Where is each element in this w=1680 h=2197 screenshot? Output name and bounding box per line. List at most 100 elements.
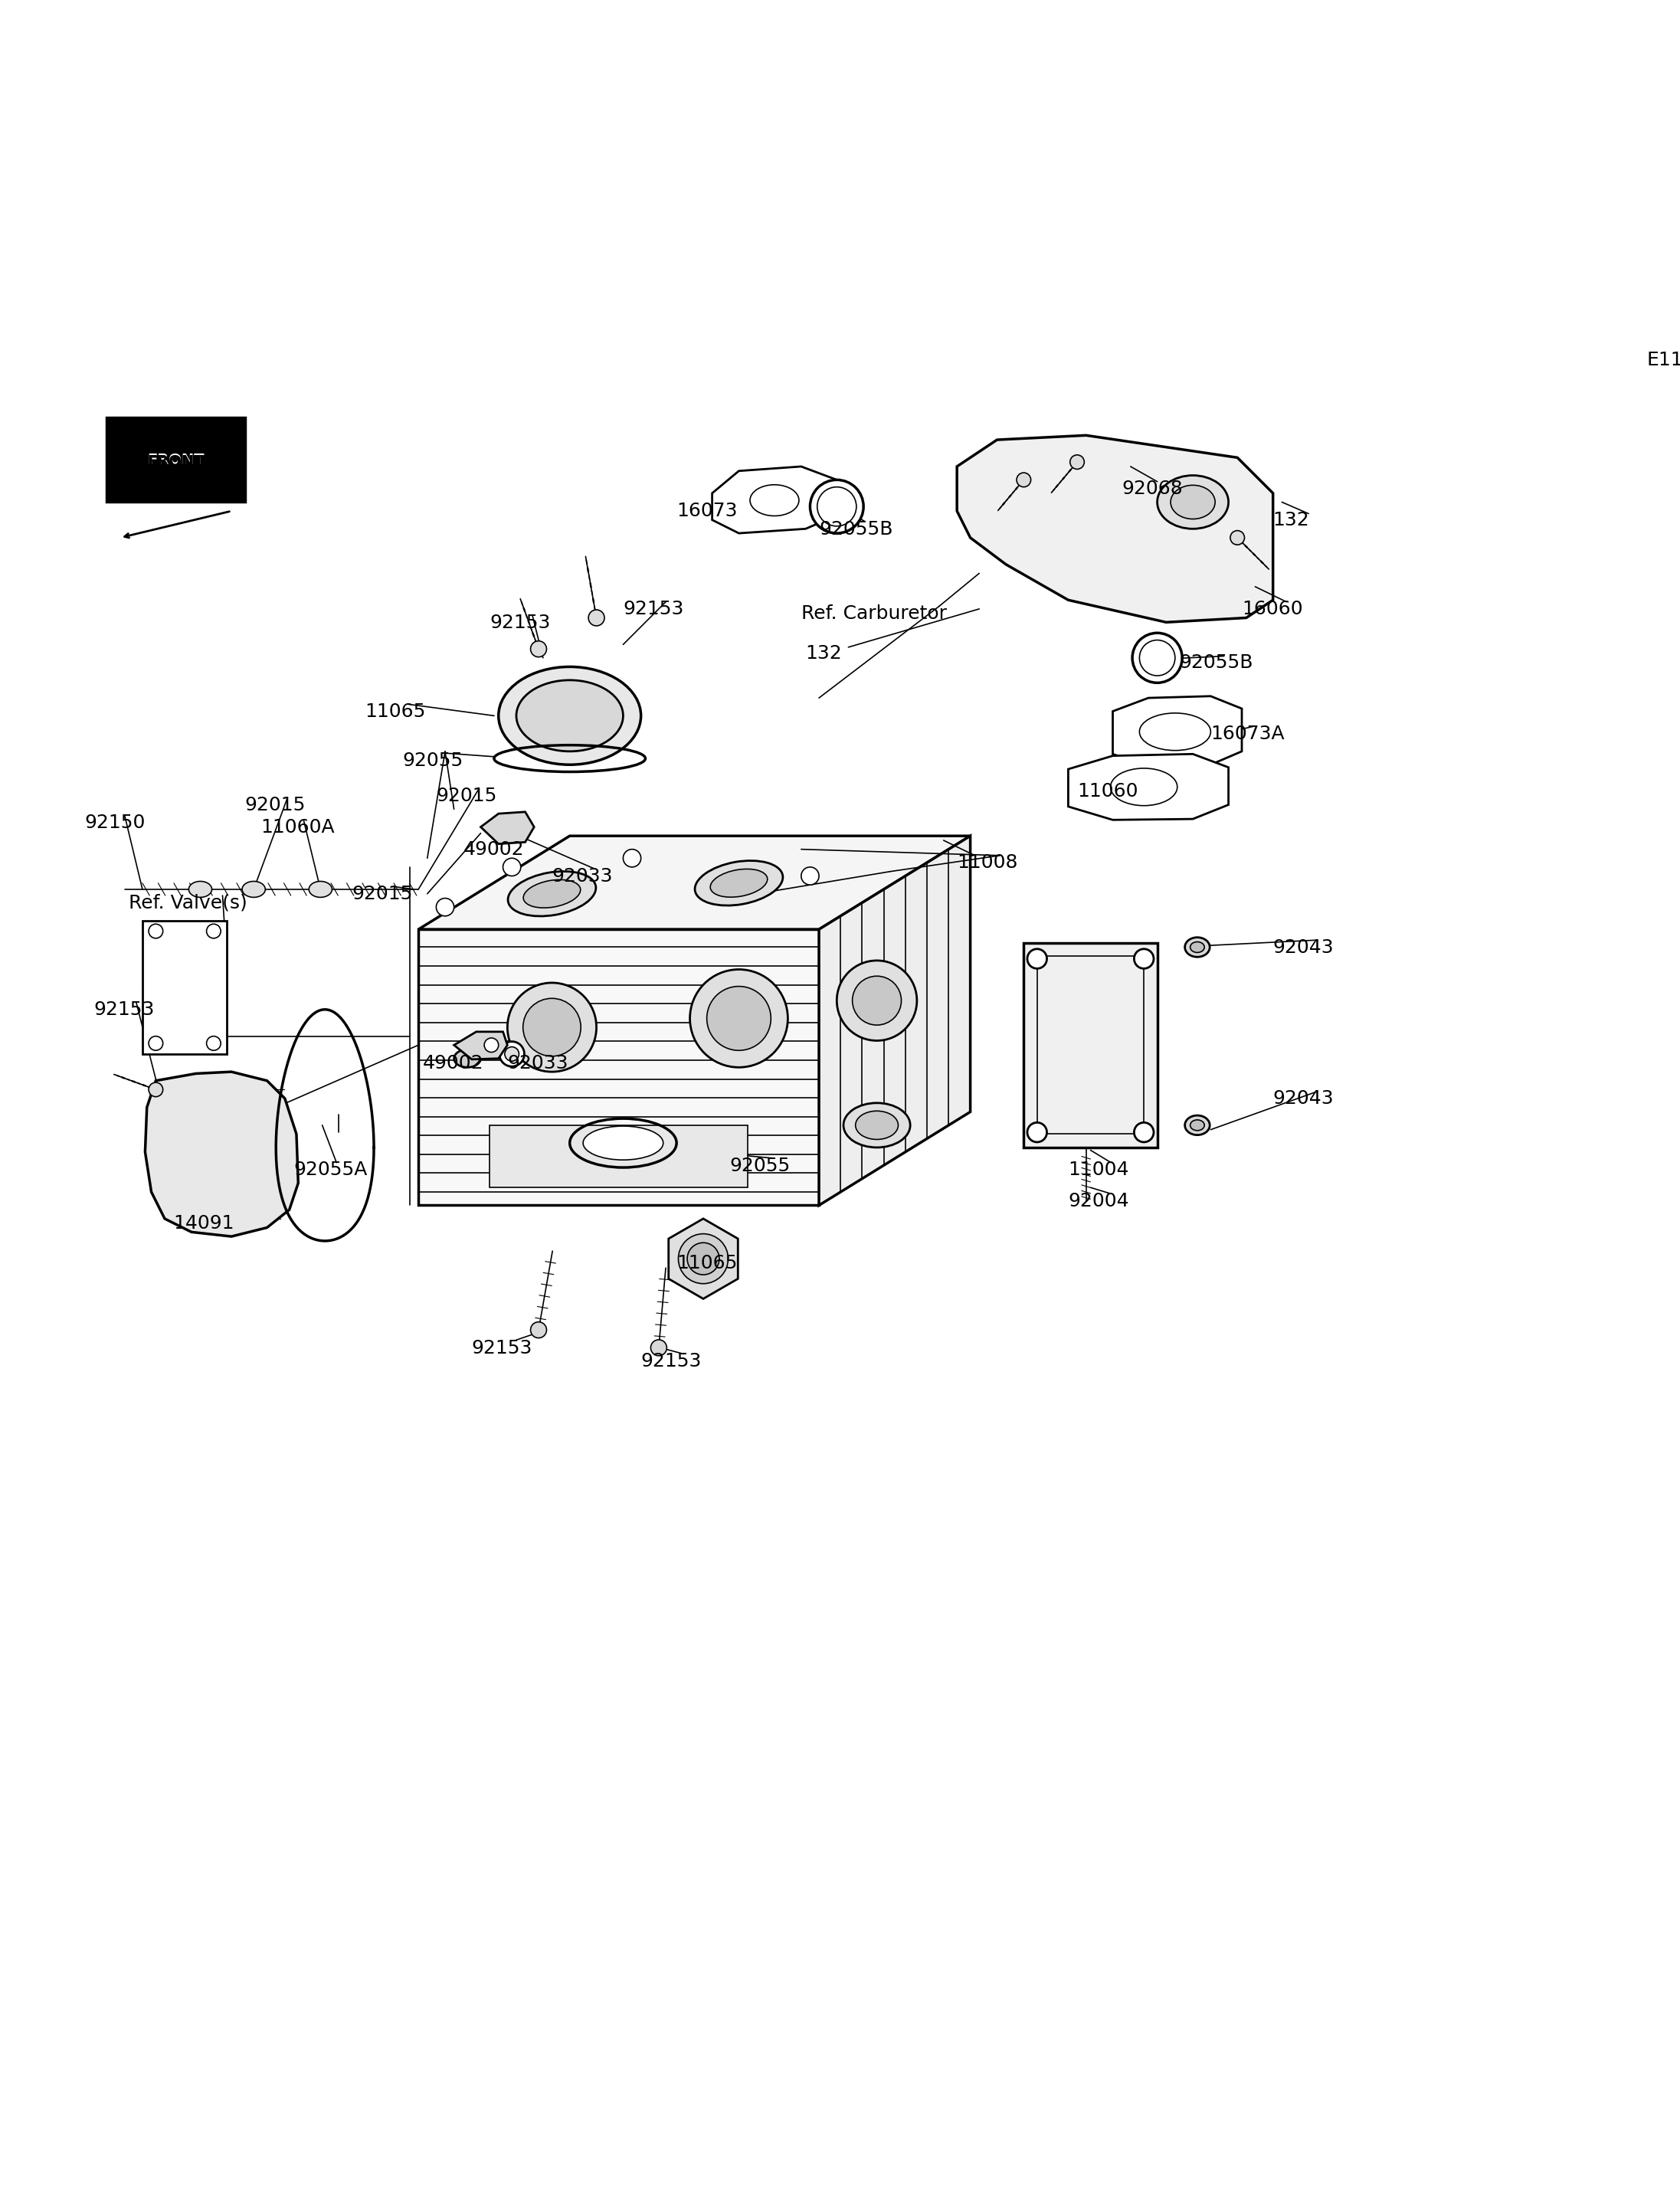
Text: 16060: 16060 — [1242, 600, 1302, 617]
Text: 92043: 92043 — [1273, 1090, 1334, 1107]
Ellipse shape — [1189, 943, 1205, 953]
Text: FRONT: FRONT — [148, 455, 205, 468]
Text: 11060A: 11060A — [260, 817, 334, 837]
Ellipse shape — [855, 1112, 899, 1140]
Circle shape — [516, 841, 801, 1125]
Ellipse shape — [507, 872, 596, 916]
Text: 92055A: 92055A — [294, 1160, 368, 1180]
Polygon shape — [489, 1125, 748, 1189]
Polygon shape — [143, 921, 227, 1055]
Ellipse shape — [524, 879, 581, 907]
Circle shape — [207, 1037, 220, 1050]
Polygon shape — [712, 466, 837, 534]
Circle shape — [531, 1323, 546, 1338]
Polygon shape — [454, 1033, 507, 1059]
Circle shape — [207, 925, 220, 938]
Circle shape — [810, 479, 864, 534]
Ellipse shape — [188, 881, 212, 896]
Text: 92015: 92015 — [437, 787, 497, 806]
Circle shape — [148, 925, 163, 938]
Text: 92153: 92153 — [94, 1000, 155, 1019]
Polygon shape — [1023, 943, 1158, 1147]
Circle shape — [1026, 949, 1047, 969]
Ellipse shape — [707, 986, 771, 1050]
Text: 92015: 92015 — [245, 795, 306, 815]
Text: Ref. Valve(s): Ref. Valve(s) — [129, 894, 247, 912]
Circle shape — [679, 1235, 727, 1283]
Text: 92033: 92033 — [553, 868, 613, 885]
Ellipse shape — [454, 1050, 480, 1068]
Ellipse shape — [499, 666, 642, 765]
Ellipse shape — [852, 975, 902, 1026]
Circle shape — [650, 1340, 667, 1356]
Text: 92153: 92153 — [472, 1338, 533, 1358]
Ellipse shape — [837, 960, 917, 1041]
Text: 92153: 92153 — [623, 600, 684, 617]
Circle shape — [437, 899, 454, 916]
Text: 92033: 92033 — [507, 1055, 568, 1072]
Text: 92055B: 92055B — [1179, 653, 1253, 672]
Ellipse shape — [1189, 1120, 1205, 1131]
Circle shape — [623, 850, 642, 868]
Circle shape — [801, 868, 818, 885]
Ellipse shape — [749, 486, 800, 516]
Circle shape — [588, 611, 605, 626]
Text: 92150: 92150 — [84, 813, 146, 833]
Ellipse shape — [583, 1127, 664, 1160]
Circle shape — [504, 1048, 519, 1061]
Circle shape — [148, 1083, 163, 1096]
Text: E1111: E1111 — [1646, 352, 1680, 369]
Text: 92055: 92055 — [403, 751, 464, 769]
Ellipse shape — [1184, 938, 1210, 958]
Circle shape — [1134, 949, 1154, 969]
Text: 16073A: 16073A — [1211, 725, 1285, 743]
Circle shape — [687, 1244, 719, 1274]
Ellipse shape — [1158, 475, 1228, 529]
Text: 132: 132 — [806, 644, 842, 663]
Ellipse shape — [507, 982, 596, 1072]
Ellipse shape — [690, 969, 788, 1068]
Text: 11065: 11065 — [365, 703, 425, 721]
Circle shape — [1132, 633, 1183, 683]
Text: 92153: 92153 — [642, 1351, 702, 1371]
Circle shape — [1134, 1123, 1154, 1142]
Text: 11004: 11004 — [1068, 1160, 1129, 1180]
Circle shape — [1026, 1123, 1047, 1142]
Ellipse shape — [309, 881, 333, 896]
Circle shape — [816, 488, 857, 525]
Text: 92015: 92015 — [351, 885, 412, 903]
Text: 92055B: 92055B — [818, 521, 892, 538]
Ellipse shape — [711, 870, 768, 896]
Polygon shape — [669, 1219, 738, 1298]
Circle shape — [499, 1041, 524, 1066]
Polygon shape — [1068, 754, 1228, 819]
Text: 92153: 92153 — [489, 613, 551, 633]
Polygon shape — [958, 435, 1273, 622]
Text: 49002: 49002 — [423, 1055, 484, 1072]
Circle shape — [502, 859, 521, 877]
Polygon shape — [418, 835, 971, 929]
Polygon shape — [1112, 696, 1242, 767]
Text: 92043: 92043 — [1273, 938, 1334, 956]
Ellipse shape — [1171, 486, 1215, 518]
Circle shape — [1070, 455, 1084, 470]
Circle shape — [531, 642, 546, 657]
Polygon shape — [144, 1072, 299, 1237]
Polygon shape — [108, 417, 245, 503]
Text: 11060: 11060 — [1077, 782, 1137, 802]
Polygon shape — [418, 929, 818, 1206]
Ellipse shape — [1184, 1116, 1210, 1136]
Ellipse shape — [516, 681, 623, 751]
Text: 11065: 11065 — [677, 1254, 738, 1272]
Ellipse shape — [843, 1103, 911, 1147]
Polygon shape — [818, 835, 971, 1206]
Text: 132: 132 — [1273, 512, 1309, 529]
Text: 92068: 92068 — [1122, 479, 1183, 499]
Text: 11008: 11008 — [958, 855, 1018, 872]
Circle shape — [484, 1037, 499, 1052]
Ellipse shape — [522, 997, 581, 1057]
Ellipse shape — [242, 881, 265, 896]
Text: Ref. Carburetor: Ref. Carburetor — [801, 604, 948, 624]
Text: 49002: 49002 — [464, 841, 524, 859]
Polygon shape — [480, 813, 534, 844]
